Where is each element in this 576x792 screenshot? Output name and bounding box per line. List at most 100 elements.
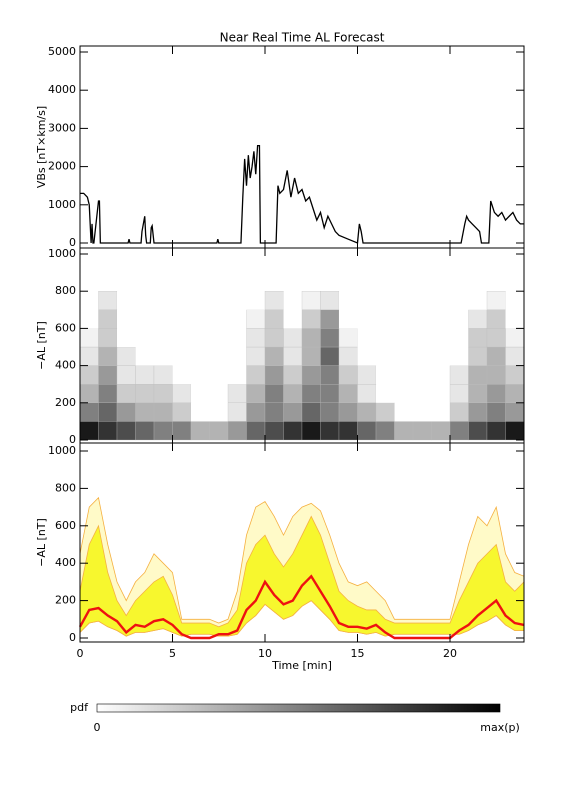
heat-cell — [116, 365, 136, 385]
heat-cell — [246, 365, 266, 385]
heat-cell — [246, 328, 266, 348]
heat-cell — [320, 309, 340, 329]
data-line — [80, 144, 524, 244]
heat-cell — [412, 421, 432, 441]
heat-cell — [117, 291, 136, 310]
heat-cell — [246, 346, 266, 366]
x-tick-label: 20 — [443, 647, 457, 660]
heat-cell — [264, 291, 284, 310]
heat-cell — [246, 309, 266, 329]
heat-cell — [413, 365, 432, 385]
y-tick-label: 400 — [55, 359, 76, 372]
heat-cell — [283, 402, 303, 422]
heat-cell — [468, 346, 488, 366]
heat-cell — [468, 328, 488, 348]
heat-cell — [450, 328, 469, 347]
heat-cell — [413, 309, 432, 329]
heat-cell — [172, 421, 192, 441]
heat-cell — [172, 402, 192, 422]
heat-cell — [209, 291, 228, 310]
heat-cell — [394, 309, 413, 329]
heat-cell — [135, 347, 154, 366]
heat-cell — [98, 291, 118, 310]
heat-cell — [79, 365, 99, 385]
heat-cell — [486, 384, 506, 403]
heat-cell — [394, 402, 413, 422]
y-tick-label: 0 — [69, 236, 76, 249]
heat-cell — [431, 347, 450, 366]
heat-cell — [486, 309, 506, 329]
heat-cell — [394, 421, 414, 441]
heat-cell — [228, 291, 247, 310]
heat-cell — [228, 347, 247, 366]
heat-cell — [209, 402, 228, 422]
heat-cell — [338, 402, 358, 422]
colorbar-label: pdf — [70, 701, 89, 714]
y-tick-label: 200 — [55, 396, 76, 409]
heat-cell — [357, 291, 376, 310]
heat-cell — [431, 291, 450, 310]
heat-cell — [376, 309, 395, 329]
y-tick-label: 2000 — [48, 160, 76, 173]
heat-cell — [135, 291, 154, 310]
heat-cell — [320, 328, 340, 348]
y-tick-label: 0 — [69, 631, 76, 644]
heat-cell — [320, 402, 340, 422]
heat-cell — [172, 347, 191, 366]
heat-cell — [79, 328, 99, 348]
heat-cell — [468, 365, 488, 385]
heat-cell — [135, 402, 155, 422]
heat-cell — [301, 402, 321, 422]
heat-cell — [190, 421, 210, 441]
heat-cell — [228, 309, 247, 329]
heat-cell — [449, 402, 469, 422]
heat-cell — [468, 384, 488, 403]
chart-title: Near Real Time AL Forecast — [220, 31, 385, 45]
heat-cell — [283, 365, 303, 385]
heat-cell — [375, 402, 395, 422]
heat-cell — [301, 365, 321, 385]
y-tick-label: 600 — [55, 519, 76, 532]
heat-cell — [357, 328, 376, 347]
heat-cell — [376, 291, 395, 310]
heat-cell — [431, 365, 450, 385]
heat-cell — [153, 384, 173, 403]
x-tick-label: 0 — [77, 647, 84, 660]
heat-cell — [98, 365, 118, 385]
heat-cell — [449, 384, 469, 403]
heat-cell — [117, 309, 136, 329]
heat-cell — [320, 346, 340, 366]
heat-cell — [357, 402, 377, 422]
heat-cell — [357, 384, 377, 403]
heat-cell — [264, 421, 284, 441]
heat-cell — [505, 421, 525, 441]
heat-cell — [79, 384, 99, 403]
heat-cell — [301, 346, 321, 366]
heat-cell — [283, 384, 303, 403]
heat-cell — [246, 384, 266, 403]
heat-cell — [153, 365, 173, 385]
colorbar — [96, 703, 501, 713]
heat-cell — [153, 421, 173, 441]
heat-cell — [431, 421, 451, 441]
heat-cell — [431, 402, 450, 422]
heat-cell — [449, 421, 469, 441]
heat-cell — [116, 384, 136, 403]
heat-cell — [209, 365, 228, 385]
heat-cell — [154, 309, 173, 329]
heat-cell — [264, 402, 284, 422]
heat-cell — [505, 328, 525, 348]
heat-cell — [486, 402, 506, 422]
heat-cell — [191, 402, 210, 422]
heat-cell — [98, 346, 118, 366]
heat-cell — [172, 384, 192, 403]
heat-cell — [209, 384, 228, 403]
heat-cell — [227, 421, 247, 441]
heat-cell — [116, 346, 136, 366]
heat-cell — [394, 291, 413, 310]
heat-cell — [468, 421, 488, 441]
heat-cell — [394, 384, 413, 403]
heat-cell — [505, 402, 525, 422]
heat-cell — [301, 328, 321, 348]
